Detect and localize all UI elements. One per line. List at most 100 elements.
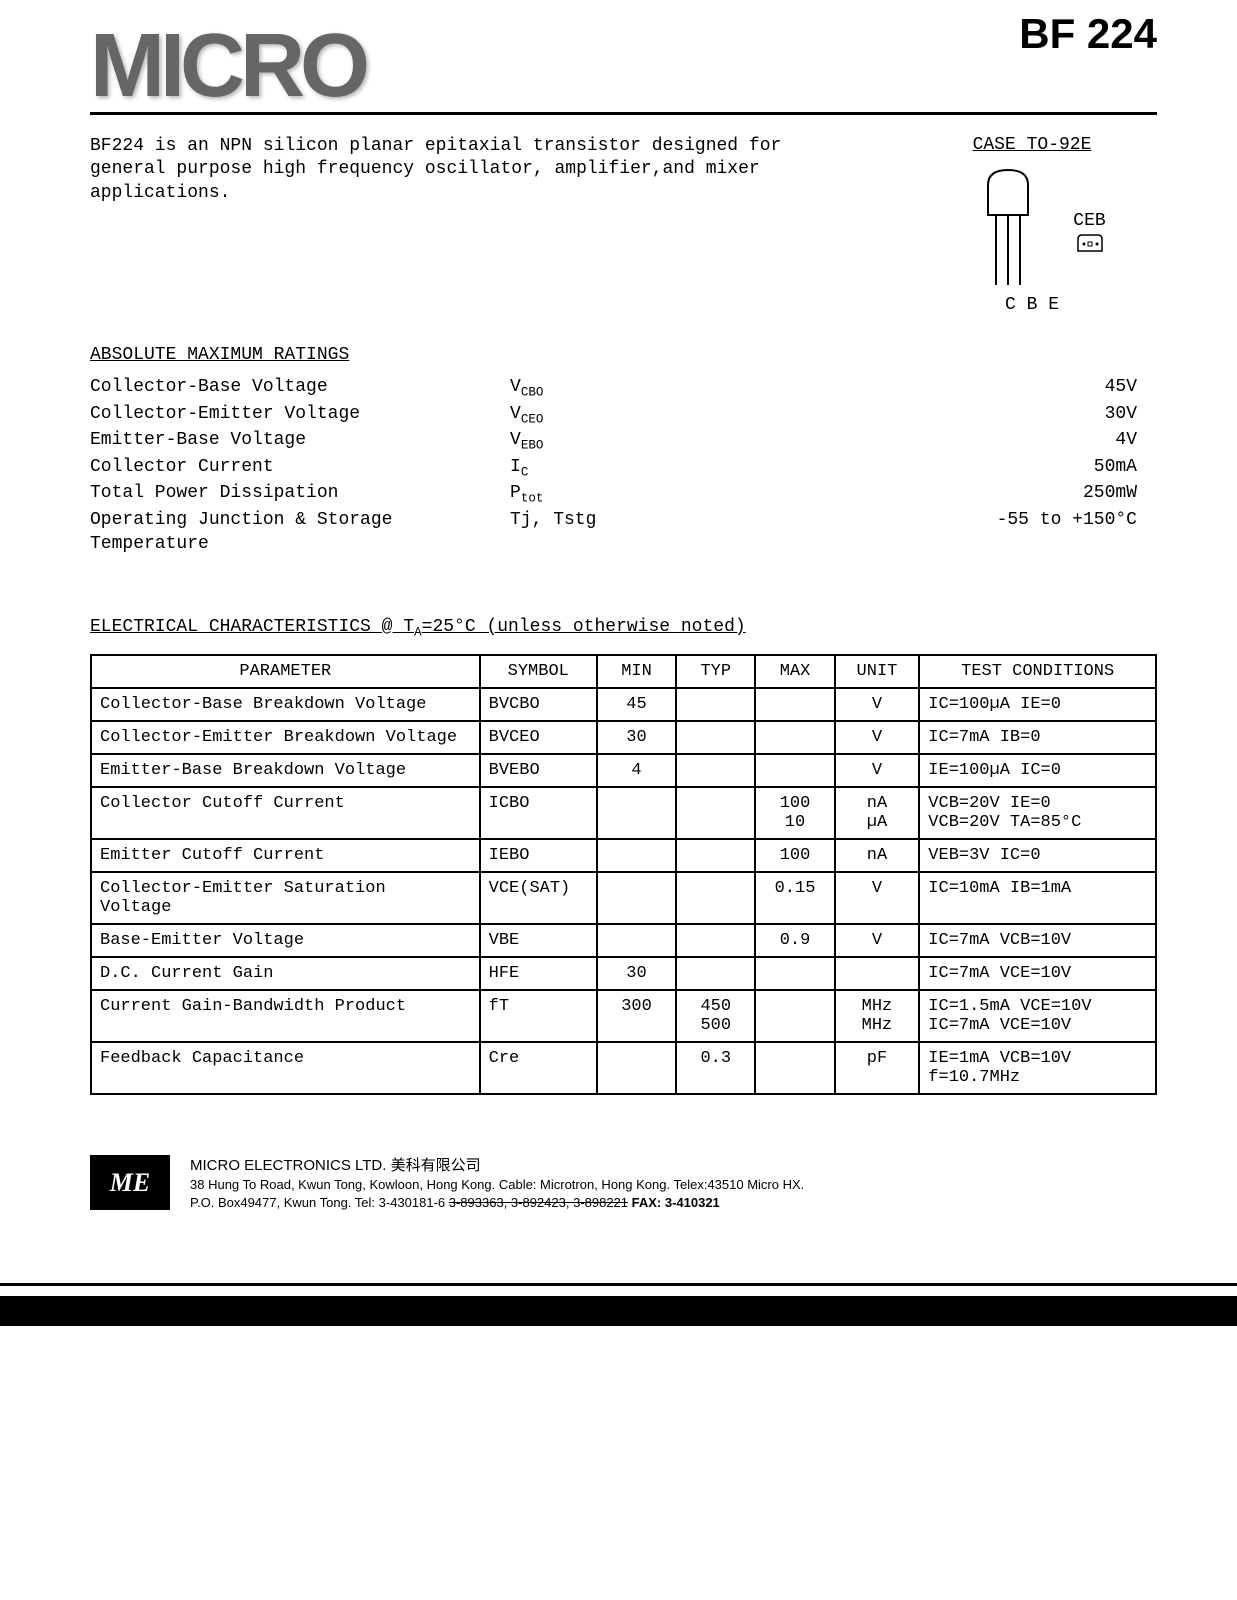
bottom-divider <box>0 1283 1237 1286</box>
cell-typ <box>676 924 755 957</box>
th-typ: TYP <box>676 655 755 688</box>
ratings-param: Total Power Dissipation <box>90 481 510 508</box>
cell-test: IC=7mA VCE=10V <box>919 957 1156 990</box>
cell-max <box>755 957 834 990</box>
cell-min <box>597 839 676 872</box>
cell-unit <box>835 957 920 990</box>
cell-min: 30 <box>597 957 676 990</box>
table-row: Collector-Emitter Breakdown VoltageBVCEO… <box>91 721 1156 754</box>
cell-symbol: BVCBO <box>480 688 597 721</box>
cell-param: Emitter-Base Breakdown Voltage <box>91 754 480 787</box>
footer-fax: FAX: 3-410321 <box>628 1195 720 1210</box>
table-row: D.C. Current GainHFE30 IC=7mA VCE=10V <box>91 957 1156 990</box>
ratings-value: 30V <box>660 402 1157 429</box>
ratings-value: 250mW <box>660 481 1157 508</box>
cell-test: VEB=3V IC=0 <box>919 839 1156 872</box>
ratings-symbol: VEBO <box>510 428 660 455</box>
cell-test: IE=100µA IC=0 <box>919 754 1156 787</box>
elec-title-temp-sub: A <box>414 625 422 639</box>
cell-param: Emitter Cutoff Current <box>91 839 480 872</box>
cell-test: IC=100µA IE=0 <box>919 688 1156 721</box>
ratings-row: Operating Junction & Storage Temperature… <box>90 508 1157 557</box>
ratings-row: Emitter-Base VoltageVEBO4V <box>90 428 1157 455</box>
cell-max <box>755 1042 834 1094</box>
cell-typ: 450 500 <box>676 990 755 1042</box>
ratings-param: Collector-Emitter Voltage <box>90 402 510 429</box>
cell-symbol: IEBO <box>480 839 597 872</box>
elec-title-suffix: =25°C (unless otherwise noted) <box>422 617 746 637</box>
ratings-symbol: VCEO <box>510 402 660 429</box>
cell-unit: V <box>835 924 920 957</box>
footer-contact: P.O. Box49477, Kwun Tong. Tel: 3-430181-… <box>190 1194 804 1212</box>
cell-test: IE=1mA VCB=10V f=10.7MHz <box>919 1042 1156 1094</box>
cell-min <box>597 1042 676 1094</box>
cell-typ <box>676 839 755 872</box>
cell-param: Base-Emitter Voltage <box>91 924 480 957</box>
th-symbol: SYMBOL <box>480 655 597 688</box>
cell-max: 0.15 <box>755 872 834 924</box>
ratings-symbol: Ptot <box>510 481 660 508</box>
cell-max <box>755 721 834 754</box>
table-row: Collector-Base Breakdown VoltageBVCBO45 V… <box>91 688 1156 721</box>
cell-param: Collector-Base Breakdown Voltage <box>91 688 480 721</box>
logo-area: MICRO <box>90 30 1019 102</box>
ratings-title: ABSOLUTE MAXIMUM RATINGS <box>90 345 1157 365</box>
cell-min <box>597 924 676 957</box>
cell-min: 45 <box>597 688 676 721</box>
cell-symbol: Cre <box>480 1042 597 1094</box>
th-min: MIN <box>597 655 676 688</box>
footer-logo-text: ME <box>110 1168 150 1198</box>
cell-unit: V <box>835 872 920 924</box>
elec-title-temp: T <box>403 617 414 637</box>
cell-param: Collector-Emitter Breakdown Voltage <box>91 721 480 754</box>
datasheet-page: MICRO BF 224 BF224 is an NPN silicon pla… <box>0 0 1237 1243</box>
cell-symbol: VCE(SAT) <box>480 872 597 924</box>
cell-max <box>755 990 834 1042</box>
cell-test: IC=1.5mA VCE=10V IC=7mA VCE=10V <box>919 990 1156 1042</box>
cell-min <box>597 787 676 839</box>
cell-typ <box>676 721 755 754</box>
cell-test: IC=7mA VCB=10V <box>919 924 1156 957</box>
cell-symbol: ICBO <box>480 787 597 839</box>
ratings-param: Emitter-Base Voltage <box>90 428 510 455</box>
elec-title-prefix: ELECTRICAL CHARACTERISTICS @ <box>90 617 403 637</box>
th-max: MAX <box>755 655 834 688</box>
cell-max <box>755 754 834 787</box>
electrical-table: PARAMETER SYMBOL MIN TYP MAX UNIT TEST C… <box>90 654 1157 1095</box>
ratings-value: 50mA <box>660 455 1157 482</box>
cell-unit: nA µA <box>835 787 920 839</box>
cell-unit: pF <box>835 1042 920 1094</box>
cell-typ <box>676 754 755 787</box>
footer-address: 38 Hung To Road, Kwun Tong, Kowloon, Hon… <box>190 1176 804 1194</box>
cell-param: D.C. Current Gain <box>91 957 480 990</box>
cell-max: 0.9 <box>755 924 834 957</box>
package-bottom-icon <box>1074 231 1106 255</box>
cell-param: Collector-Emitter Saturation Voltage <box>91 872 480 924</box>
cell-min: 30 <box>597 721 676 754</box>
table-row: Emitter Cutoff CurrentIEBO100nAVEB=3V IC… <box>91 839 1156 872</box>
th-test: TEST CONDITIONS <box>919 655 1156 688</box>
cell-symbol: HFE <box>480 957 597 990</box>
cell-symbol: BVEBO <box>480 754 597 787</box>
ceb-side: CEB <box>1073 211 1105 260</box>
cell-typ: 0.3 <box>676 1042 755 1094</box>
footer: ME MICRO ELECTRONICS LTD. 美科有限公司 38 Hung… <box>90 1155 1157 1212</box>
ratings-symbol: IC <box>510 455 660 482</box>
cell-test: IC=10mA IB=1mA <box>919 872 1156 924</box>
cell-unit: V <box>835 721 920 754</box>
cell-min <box>597 872 676 924</box>
ratings-table: Collector-Base VoltageVCBO45VCollector-E… <box>90 375 1157 557</box>
table-row: Base-Emitter VoltageVBE0.9VIC=7mA VCB=10… <box>91 924 1156 957</box>
cell-unit: V <box>835 754 920 787</box>
th-parameter: PARAMETER <box>91 655 480 688</box>
ratings-row: Total Power DissipationPtot250mW <box>90 481 1157 508</box>
ratings-param: Operating Junction & Storage Temperature <box>90 508 510 557</box>
transistor-icon <box>958 165 1058 305</box>
ratings-param: Collector Current <box>90 455 510 482</box>
table-row: Collector Cutoff CurrentICBO100 10nA µAV… <box>91 787 1156 839</box>
ratings-value: -55 to +150°C <box>660 508 1157 557</box>
ratings-value: 4V <box>660 428 1157 455</box>
bottom-bar <box>0 1296 1237 1326</box>
ratings-param: Collector-Base Voltage <box>90 375 510 402</box>
cell-unit: V <box>835 688 920 721</box>
